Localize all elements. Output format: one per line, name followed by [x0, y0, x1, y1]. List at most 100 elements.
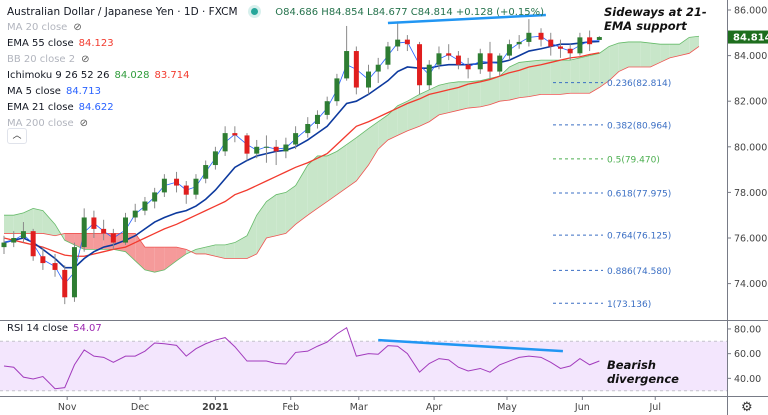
candle [161, 174, 167, 197]
ichimoku-cloud-segment [234, 235, 247, 259]
gear-icon[interactable]: ⚙ [741, 400, 753, 415]
legend-ichimoku[interactable]: Ichimoku 9 26 52 26 84.028 83.714 [7, 68, 544, 84]
legend-ema21[interactable]: EMA 21 close 84.622 [7, 100, 544, 116]
last-price-badge-bg [728, 30, 768, 44]
ema55-line [3, 52, 600, 257]
candle [263, 135, 269, 163]
candle-body [324, 101, 330, 115]
ohlc-values: O84.686 H84.854 L84.677 C84.814 +0.128 (… [275, 7, 544, 18]
ichimoku-cloud-segment [378, 114, 388, 150]
candle [426, 60, 432, 90]
candle-body [132, 210, 138, 218]
legend-ema55-value: 84.123 [78, 38, 114, 49]
candle-body [417, 44, 423, 86]
candle-body [344, 51, 350, 79]
candle [385, 41, 391, 70]
price-axis-label: 76.000 [734, 234, 767, 245]
ichimoku-cloud-segment [560, 60, 571, 95]
candle-body [11, 238, 17, 243]
candle [110, 228, 116, 250]
legend-ema55[interactable]: EMA 55 close 84.123 [7, 36, 544, 52]
candle [293, 126, 299, 150]
fib-level-label: 0.618(77.975) [607, 189, 671, 199]
time-axis-label: May [497, 402, 517, 413]
candle [526, 19, 532, 47]
candle-body [487, 53, 493, 72]
ichimoku-cloud-segment [640, 41, 651, 67]
candle [366, 64, 371, 95]
ichimoku-cloud-segment [387, 105, 398, 140]
candle [152, 187, 158, 209]
ichimoku-cloud-segment [327, 151, 337, 202]
candle [557, 39, 563, 58]
time-axis-label: Mar [350, 402, 368, 413]
ichimoku-cloud-segment [23, 208, 34, 234]
close-value: C84.814 [410, 7, 453, 18]
symbol-title[interactable]: Australian Dollar / Japanese Yen · 1D · … [7, 6, 238, 18]
candle [20, 222, 26, 243]
candle [174, 171, 180, 193]
rsi-axis-label: 80.00 [734, 324, 761, 335]
candle-body [81, 217, 87, 248]
chevron-up-icon: ︿ [12, 131, 22, 141]
candle [506, 39, 512, 61]
legend-ema55-label: EMA 55 close [7, 38, 74, 49]
symbol-header: Australian Dollar / Japanese Yen · 1D · … [7, 4, 544, 20]
candle [183, 181, 189, 204]
candle [254, 139, 260, 159]
rsi-legend[interactable]: RSI 14 close 54.07 [7, 323, 102, 334]
candle [101, 219, 107, 241]
candle-body [465, 64, 471, 70]
candle-body [538, 32, 544, 40]
candle-body [254, 146, 260, 154]
candle-body [596, 37, 602, 40]
legend-ma20[interactable]: MA 20 close ⊘ [7, 20, 544, 36]
candle-body [526, 32, 532, 42]
candle-body [353, 51, 359, 88]
candle-body [404, 39, 410, 45]
eye-off-icon[interactable]: ⊘ [81, 54, 90, 65]
time-axis-label: Nov [58, 402, 77, 413]
candle [40, 247, 46, 270]
legend-ema21-value: 84.622 [78, 102, 114, 113]
eye-off-icon[interactable]: ⊘ [73, 22, 82, 33]
ichimoku-cloud-segment [336, 144, 347, 195]
ichimoku-cloud-segment [33, 208, 43, 234]
eye-off-icon[interactable]: ⊘ [79, 118, 89, 129]
collapse-legend-button[interactable]: ︿ [7, 128, 27, 144]
annotation-bearish[interactable]: Bearish divergence [607, 358, 679, 386]
time-axis-label: Feb [282, 402, 299, 413]
ichimoku-cloud-segment [468, 80, 481, 109]
candle-body [436, 53, 442, 65]
candle [548, 32, 554, 56]
candle [91, 210, 97, 238]
annotation-sideways[interactable]: Sideways at 21- EMA support [604, 5, 707, 33]
candle-body [305, 124, 311, 134]
candle-body [232, 133, 238, 136]
fib-level-label: 0.382(80.964) [607, 121, 671, 131]
rsi-band [0, 341, 727, 391]
candle [436, 46, 442, 70]
candle-body [426, 64, 432, 86]
legend-ma200[interactable]: MA 200 close ⊘ [7, 116, 544, 132]
candle-body [395, 39, 401, 47]
candle [1, 235, 7, 254]
legend-ma5[interactable]: MA 5 close 84.713 [7, 84, 544, 100]
annotation-sideways-line2: EMA support [604, 19, 687, 33]
ichimoku-cloud-segment [285, 185, 296, 234]
candle-body [506, 44, 512, 56]
candle [395, 21, 401, 52]
candle [305, 117, 311, 138]
ichimoku-cloud-segment [154, 247, 165, 273]
ichimoku-cloud-segment [13, 212, 24, 234]
candle [404, 35, 410, 52]
candle-body [516, 41, 522, 45]
ichimoku-cloud-segment [247, 215, 257, 259]
candle [567, 44, 573, 61]
legend-bb[interactable]: BB 20 close 2 ⊘ [7, 52, 544, 68]
candle [62, 265, 68, 305]
price-trendline [387, 13, 546, 25]
ichimoku-cloud-segment [541, 60, 551, 95]
candle [203, 160, 209, 184]
